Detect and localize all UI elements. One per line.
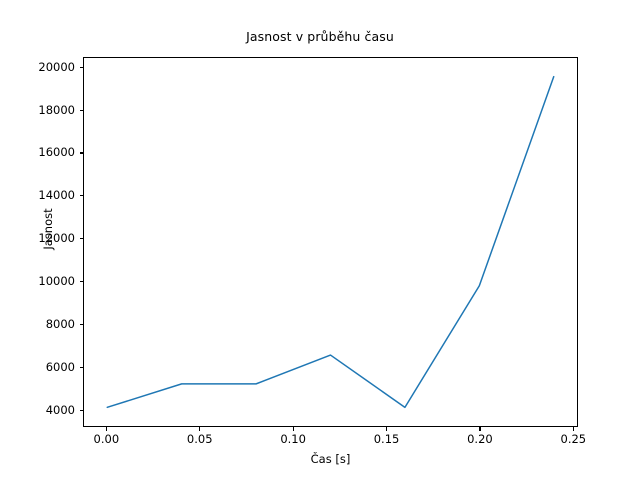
- x-tick-label: 0.25: [560, 432, 587, 446]
- y-tick-label: 18000: [38, 102, 75, 117]
- x-axis-label: Čas [s]: [310, 452, 351, 466]
- y-tick-label: 16000: [38, 145, 75, 160]
- x-tick-mark: [572, 427, 574, 431]
- x-tick-mark: [292, 427, 294, 431]
- series-line-jasnost: [106, 75, 555, 409]
- x-tick-mark: [479, 427, 481, 431]
- x-tick-mark: [386, 427, 388, 431]
- y-tick-label: 8000: [45, 317, 75, 332]
- y-tick-label: 4000: [45, 402, 75, 417]
- y-tick-label: 12000: [38, 231, 75, 246]
- plot-area: [83, 57, 578, 427]
- x-tick-label: 0.10: [280, 432, 306, 446]
- x-tick-label: 0.15: [373, 432, 400, 446]
- chart-title: Jasnost v průběhu času: [246, 29, 394, 44]
- x-tick-label: 0.00: [93, 432, 120, 446]
- x-tick-mark: [199, 427, 201, 431]
- x-tick-label: 0.20: [467, 432, 493, 446]
- x-tick-mark: [105, 427, 107, 431]
- y-tick-label: 20000: [38, 59, 75, 74]
- y-tick-label: 14000: [38, 188, 75, 203]
- data-line-chart: [106, 75, 555, 409]
- y-axis-tick-labels: 4000 6000 8000 10000 12000 14000 16000 18000 200…: [9, 0, 75, 480]
- y-tick-label: 6000: [45, 359, 75, 374]
- x-tick-label: 0.05: [186, 432, 213, 446]
- y-tick-label: 10000: [38, 274, 75, 289]
- x-axis-tick-labels: 0.00 0.05 0.10 0.15 0.20 0.25: [0, 433, 640, 453]
